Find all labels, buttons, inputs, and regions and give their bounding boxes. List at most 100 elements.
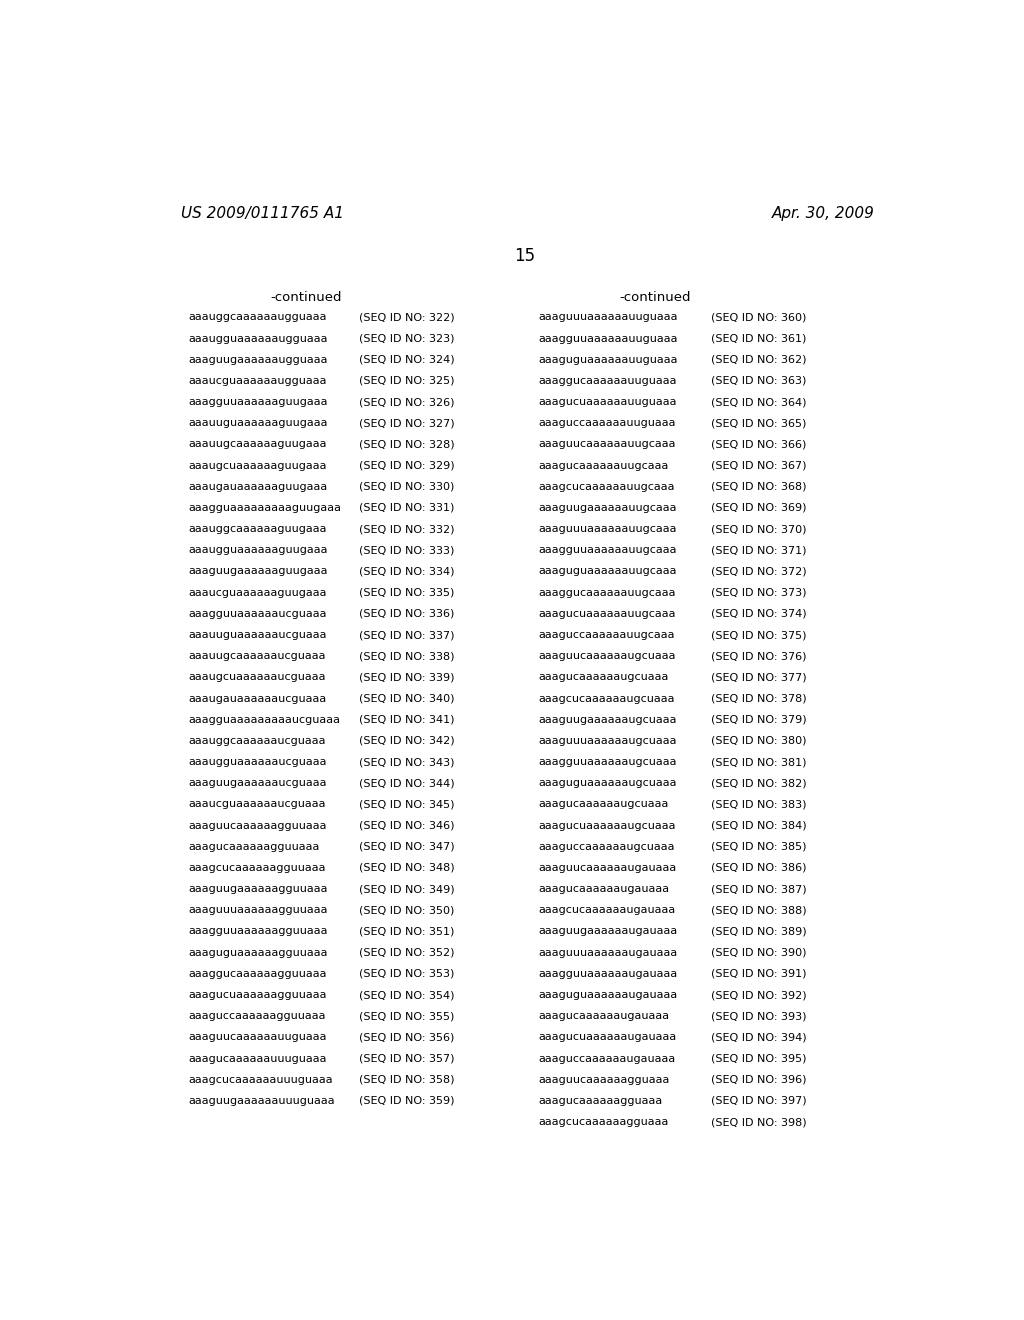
Text: aaagucuaaaaaauuguaaa: aaagucuaaaaaauuguaaa xyxy=(539,397,677,407)
Text: (SEQ ID NO: 346): (SEQ ID NO: 346) xyxy=(359,821,455,830)
Text: aaagucaaaaaaugauaaa: aaagucaaaaaaugauaaa xyxy=(539,884,670,894)
Text: aaaguugaaaaaagguuaaa: aaaguugaaaaaagguuaaa xyxy=(188,884,328,894)
Text: (SEQ ID NO: 390): (SEQ ID NO: 390) xyxy=(711,948,806,957)
Text: aaaguugaaaaaaugcuaaa: aaaguugaaaaaaugcuaaa xyxy=(539,714,677,725)
Text: aaaggucaaaaaagguuaaa: aaaggucaaaaaagguuaaa xyxy=(188,969,327,979)
Text: (SEQ ID NO: 383): (SEQ ID NO: 383) xyxy=(711,800,806,809)
Text: aaaugcuaaaaaaucguaaa: aaaugcuaaaaaaucguaaa xyxy=(188,672,326,682)
Text: (SEQ ID NO: 360): (SEQ ID NO: 360) xyxy=(711,313,806,322)
Text: (SEQ ID NO: 339): (SEQ ID NO: 339) xyxy=(359,672,455,682)
Text: (SEQ ID NO: 353): (SEQ ID NO: 353) xyxy=(359,969,455,979)
Text: aaaguuuaaaaaauuguaaa: aaaguuuaaaaaauuguaaa xyxy=(539,313,678,322)
Text: aaauggcaaaaaaugguaaa: aaauggcaaaaaaugguaaa xyxy=(188,313,327,322)
Text: (SEQ ID NO: 335): (SEQ ID NO: 335) xyxy=(359,587,455,598)
Text: (SEQ ID NO: 392): (SEQ ID NO: 392) xyxy=(711,990,807,1001)
Text: (SEQ ID NO: 376): (SEQ ID NO: 376) xyxy=(711,651,806,661)
Text: (SEQ ID NO: 366): (SEQ ID NO: 366) xyxy=(711,440,806,449)
Text: (SEQ ID NO: 385): (SEQ ID NO: 385) xyxy=(711,842,806,851)
Text: US 2009/0111765 A1: US 2009/0111765 A1 xyxy=(180,206,344,222)
Text: aaagucaaaaaagguuaaa: aaagucaaaaaagguuaaa xyxy=(188,842,319,851)
Text: (SEQ ID NO: 377): (SEQ ID NO: 377) xyxy=(711,672,807,682)
Text: aaaguccaaaaaagguuaaa: aaaguccaaaaaagguuaaa xyxy=(188,1011,326,1022)
Text: aaaugguaaaaaaugguaaa: aaaugguaaaaaaugguaaa xyxy=(188,334,328,343)
Text: aaaguccaaaaaaugauaaa: aaaguccaaaaaaugauaaa xyxy=(539,1053,676,1064)
Text: (SEQ ID NO: 393): (SEQ ID NO: 393) xyxy=(711,1011,806,1022)
Text: aaagcucaaaaaauugcaaa: aaagcucaaaaaauugcaaa xyxy=(539,482,675,492)
Text: aaagcucaaaaaagguaaa: aaagcucaaaaaagguaaa xyxy=(539,1117,669,1127)
Text: aaaugguaaaaaaguugaaa: aaaugguaaaaaaguugaaa xyxy=(188,545,328,556)
Text: (SEQ ID NO: 363): (SEQ ID NO: 363) xyxy=(711,376,806,385)
Text: aaauggcaaaaaaucguaaa: aaauggcaaaaaaucguaaa xyxy=(188,737,326,746)
Text: aaaguguaaaaaagguuaaa: aaaguguaaaaaagguuaaa xyxy=(188,948,328,957)
Text: aaagguuaaaaaaugauaaa: aaagguuaaaaaaugauaaa xyxy=(539,969,678,979)
Text: (SEQ ID NO: 329): (SEQ ID NO: 329) xyxy=(359,461,455,471)
Text: aaaggucaaaaaauugcaaa: aaaggucaaaaaauugcaaa xyxy=(539,587,676,598)
Text: aaaguucaaaaaagguaaa: aaaguucaaaaaagguaaa xyxy=(539,1074,670,1085)
Text: aaagguuaaaaaauuguaaa: aaagguuaaaaaauuguaaa xyxy=(539,334,678,343)
Text: (SEQ ID NO: 341): (SEQ ID NO: 341) xyxy=(359,714,455,725)
Text: aaagguuaaaaaauugcaaa: aaagguuaaaaaauugcaaa xyxy=(539,545,677,556)
Text: (SEQ ID NO: 372): (SEQ ID NO: 372) xyxy=(711,566,807,577)
Text: (SEQ ID NO: 338): (SEQ ID NO: 338) xyxy=(359,651,455,661)
Text: aaagcucaaaaaauuuguaaa: aaagcucaaaaaauuuguaaa xyxy=(188,1074,333,1085)
Text: aaagucaaaaaagguaaa: aaagucaaaaaagguaaa xyxy=(539,1096,663,1106)
Text: aaaguucaaaaaaugcuaaa: aaaguucaaaaaaugcuaaa xyxy=(539,651,676,661)
Text: (SEQ ID NO: 348): (SEQ ID NO: 348) xyxy=(359,863,455,873)
Text: (SEQ ID NO: 340): (SEQ ID NO: 340) xyxy=(359,693,455,704)
Text: (SEQ ID NO: 355): (SEQ ID NO: 355) xyxy=(359,1011,455,1022)
Text: (SEQ ID NO: 397): (SEQ ID NO: 397) xyxy=(711,1096,807,1106)
Text: aaaguugaaaaaaugauaaa: aaaguugaaaaaaugauaaa xyxy=(539,927,678,936)
Text: aaaguguaaaaaaugauaaa: aaaguguaaaaaaugauaaa xyxy=(539,990,678,1001)
Text: (SEQ ID NO: 327): (SEQ ID NO: 327) xyxy=(359,418,455,428)
Text: (SEQ ID NO: 333): (SEQ ID NO: 333) xyxy=(359,545,455,556)
Text: (SEQ ID NO: 380): (SEQ ID NO: 380) xyxy=(711,737,806,746)
Text: aaagucaaaaaauuuguaaa: aaagucaaaaaauuuguaaa xyxy=(188,1053,327,1064)
Text: aaaguugaaaaaauugcaaa: aaaguugaaaaaauugcaaa xyxy=(539,503,677,513)
Text: aaagcucaaaaaaugauaaa: aaagcucaaaaaaugauaaa xyxy=(539,906,676,915)
Text: (SEQ ID NO: 373): (SEQ ID NO: 373) xyxy=(711,587,806,598)
Text: (SEQ ID NO: 356): (SEQ ID NO: 356) xyxy=(359,1032,455,1043)
Text: aaaguuuaaaaaaugcuaaa: aaaguuuaaaaaaugcuaaa xyxy=(539,737,677,746)
Text: (SEQ ID NO: 347): (SEQ ID NO: 347) xyxy=(359,842,455,851)
Text: (SEQ ID NO: 351): (SEQ ID NO: 351) xyxy=(359,927,455,936)
Text: aaaucguaaaaaaucguaaa: aaaucguaaaaaaucguaaa xyxy=(188,800,326,809)
Text: aaaguucaaaaaaugauaaa: aaaguucaaaaaaugauaaa xyxy=(539,863,677,873)
Text: aaaguugaaaaaaucguaaa: aaaguugaaaaaaucguaaa xyxy=(188,779,327,788)
Text: (SEQ ID NO: 326): (SEQ ID NO: 326) xyxy=(359,397,455,407)
Text: (SEQ ID NO: 328): (SEQ ID NO: 328) xyxy=(359,440,455,449)
Text: (SEQ ID NO: 345): (SEQ ID NO: 345) xyxy=(359,800,455,809)
Text: aaaugauaaaaaaucguaaa: aaaugauaaaaaaucguaaa xyxy=(188,693,327,704)
Text: (SEQ ID NO: 379): (SEQ ID NO: 379) xyxy=(711,714,807,725)
Text: (SEQ ID NO: 349): (SEQ ID NO: 349) xyxy=(359,884,455,894)
Text: aaaguguaaaaaauugcaaa: aaaguguaaaaaauugcaaa xyxy=(539,566,677,577)
Text: aaaggucaaaaaauuguaaa: aaaggucaaaaaauuguaaa xyxy=(539,376,677,385)
Text: aaauugcaaaaaaucguaaa: aaauugcaaaaaaucguaaa xyxy=(188,651,326,661)
Text: aaaguuuaaaaaaugauaaa: aaaguuuaaaaaaugauaaa xyxy=(539,948,678,957)
Text: aaagcucaaaaaaugcuaaa: aaagcucaaaaaaugcuaaa xyxy=(539,693,675,704)
Text: -continued: -continued xyxy=(270,290,342,304)
Text: (SEQ ID NO: 398): (SEQ ID NO: 398) xyxy=(711,1117,807,1127)
Text: (SEQ ID NO: 394): (SEQ ID NO: 394) xyxy=(711,1032,807,1043)
Text: (SEQ ID NO: 336): (SEQ ID NO: 336) xyxy=(359,609,455,619)
Text: (SEQ ID NO: 332): (SEQ ID NO: 332) xyxy=(359,524,455,535)
Text: -continued: -continued xyxy=(620,290,691,304)
Text: aaauuguaaaaaaucguaaa: aaauuguaaaaaaucguaaa xyxy=(188,630,327,640)
Text: aaaguucaaaaaauuguaaa: aaaguucaaaaaauuguaaa xyxy=(188,1032,327,1043)
Text: aaaucguaaaaaaugguaaa: aaaucguaaaaaaugguaaa xyxy=(188,376,327,385)
Text: (SEQ ID NO: 354): (SEQ ID NO: 354) xyxy=(359,990,455,1001)
Text: (SEQ ID NO: 371): (SEQ ID NO: 371) xyxy=(711,545,806,556)
Text: aaagcucaaaaaagguuaaa: aaagcucaaaaaagguuaaa xyxy=(188,863,326,873)
Text: aaagucaaaaaaugcuaaa: aaagucaaaaaaugcuaaa xyxy=(539,800,669,809)
Text: (SEQ ID NO: 324): (SEQ ID NO: 324) xyxy=(359,355,455,364)
Text: aaaguguaaaaaaugcuaaa: aaaguguaaaaaaugcuaaa xyxy=(539,779,677,788)
Text: (SEQ ID NO: 391): (SEQ ID NO: 391) xyxy=(711,969,806,979)
Text: (SEQ ID NO: 381): (SEQ ID NO: 381) xyxy=(711,758,806,767)
Text: (SEQ ID NO: 365): (SEQ ID NO: 365) xyxy=(711,418,806,428)
Text: aaaugauaaaaaaguugaaa: aaaugauaaaaaaguugaaa xyxy=(188,482,328,492)
Text: aaagucuaaaaaagguuaaa: aaagucuaaaaaagguuaaa xyxy=(188,990,327,1001)
Text: 15: 15 xyxy=(514,247,536,265)
Text: aaaguucaaaaaagguuaaa: aaaguucaaaaaagguuaaa xyxy=(188,821,327,830)
Text: (SEQ ID NO: 344): (SEQ ID NO: 344) xyxy=(359,779,455,788)
Text: aaagucaaaaaauugcaaa: aaagucaaaaaauugcaaa xyxy=(539,461,669,471)
Text: (SEQ ID NO: 367): (SEQ ID NO: 367) xyxy=(711,461,806,471)
